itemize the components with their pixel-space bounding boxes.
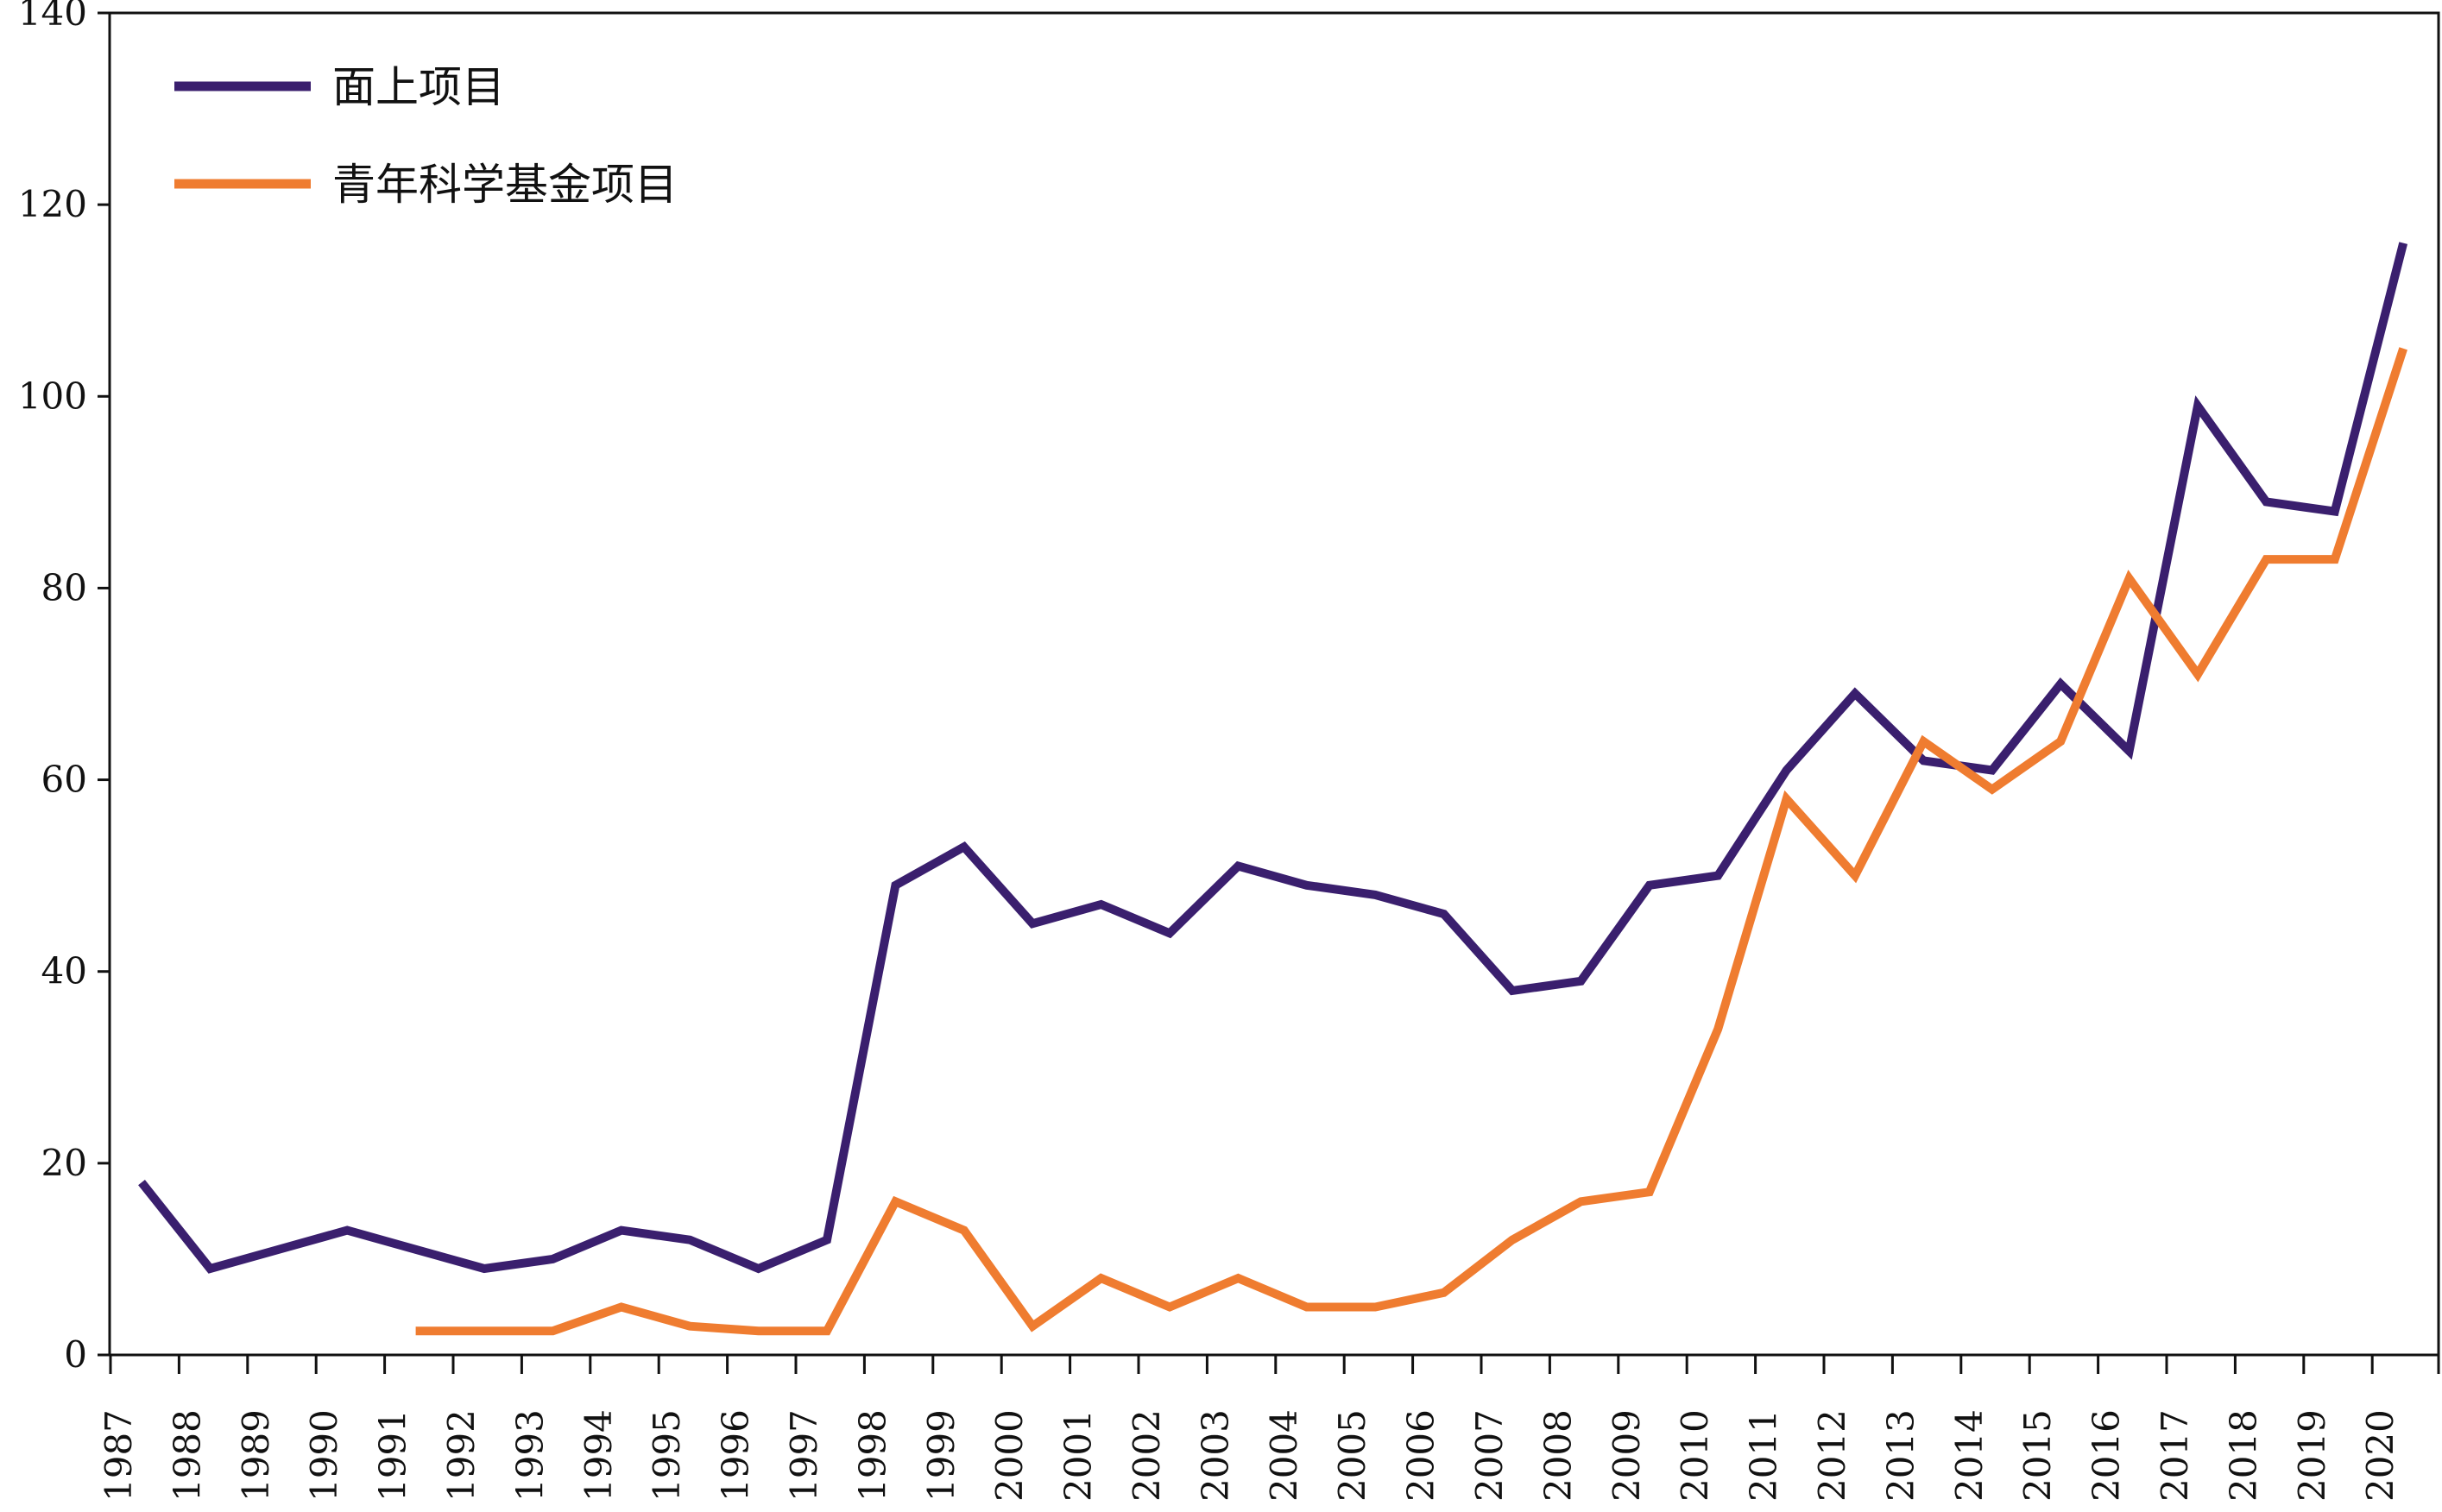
plot-frame [108, 11, 2440, 1357]
x-tick-label: 2011 [1743, 1409, 1785, 1502]
x-tick-label: 1989 [235, 1409, 277, 1502]
x-tick-label: 2019 [2291, 1409, 2333, 1502]
x-tick-label: 2001 [1057, 1409, 1100, 1502]
x-tick-label: 2020 [2359, 1409, 2401, 1502]
x-tick-label: 2007 [1468, 1409, 1511, 1502]
y-tick-label: 60 [41, 759, 87, 801]
x-tick-label: 2005 [1331, 1409, 1373, 1502]
x-tick-label: 1993 [508, 1409, 551, 1502]
legend-label-1: 面上项目 [332, 62, 505, 112]
x-tick-label: 2015 [2016, 1409, 2059, 1502]
x-tick-label: 2003 [1194, 1409, 1236, 1502]
x-tick-label: 1992 [440, 1409, 483, 1502]
x-tick-label: 2016 [2085, 1409, 2128, 1502]
series-lines [138, 242, 2408, 1336]
x-tick-label: 1996 [715, 1409, 757, 1502]
x-tick-label: 1994 [577, 1409, 620, 1502]
x-tick-label: 1990 [303, 1409, 345, 1502]
x-tick-label: 1988 [166, 1409, 208, 1502]
x-tick-label: 2012 [1811, 1409, 1853, 1502]
x-tick-label: 1995 [646, 1409, 688, 1502]
x-tick-label: 2002 [1126, 1409, 1168, 1502]
x-axis-ticks: 1987 1988 1989 1990 1991 1992 1993 1994 1995 1996… [98, 1355, 2440, 1502]
x-tick-label: 1991 [372, 1409, 414, 1502]
x-tick-label: 2008 [1537, 1409, 1579, 1502]
x-tick-label: 2004 [1263, 1409, 1305, 1502]
x-tick-label: 1998 [851, 1409, 893, 1502]
y-tick-label: 20 [41, 1142, 87, 1184]
y-tick-label: 140 [18, 0, 87, 34]
y-tick-label: 80 [41, 566, 87, 608]
x-tick-label: 2006 [1400, 1409, 1442, 1502]
series-line-1 [138, 242, 2408, 1274]
y-tick-label: 0 [64, 1333, 87, 1376]
x-tick-label: 2010 [1674, 1409, 1716, 1502]
x-tick-label: 1999 [920, 1409, 962, 1502]
x-tick-label: 2017 [2154, 1409, 2196, 1502]
y-tick-label: 100 [18, 375, 87, 417]
x-tick-label: 1997 [783, 1409, 825, 1502]
y-axis-ticks: 0 20 40 60 80 100 120 140 [18, 0, 110, 1376]
x-tick-label: 2014 [1948, 1409, 1991, 1502]
x-tick-label: 2013 [1879, 1409, 1921, 1502]
series-line-2 [415, 347, 2407, 1336]
x-tick-label: 2009 [1606, 1409, 1648, 1502]
y-tick-label: 120 [18, 183, 87, 225]
x-tick-label: 2000 [988, 1409, 1031, 1502]
axes [108, 11, 2440, 1357]
legend-label-2: 青年科学基金项目 [332, 160, 678, 210]
x-tick-label: 1987 [98, 1409, 140, 1502]
x-tick-label: 2018 [2222, 1409, 2264, 1502]
y-tick-label: 40 [41, 950, 87, 992]
